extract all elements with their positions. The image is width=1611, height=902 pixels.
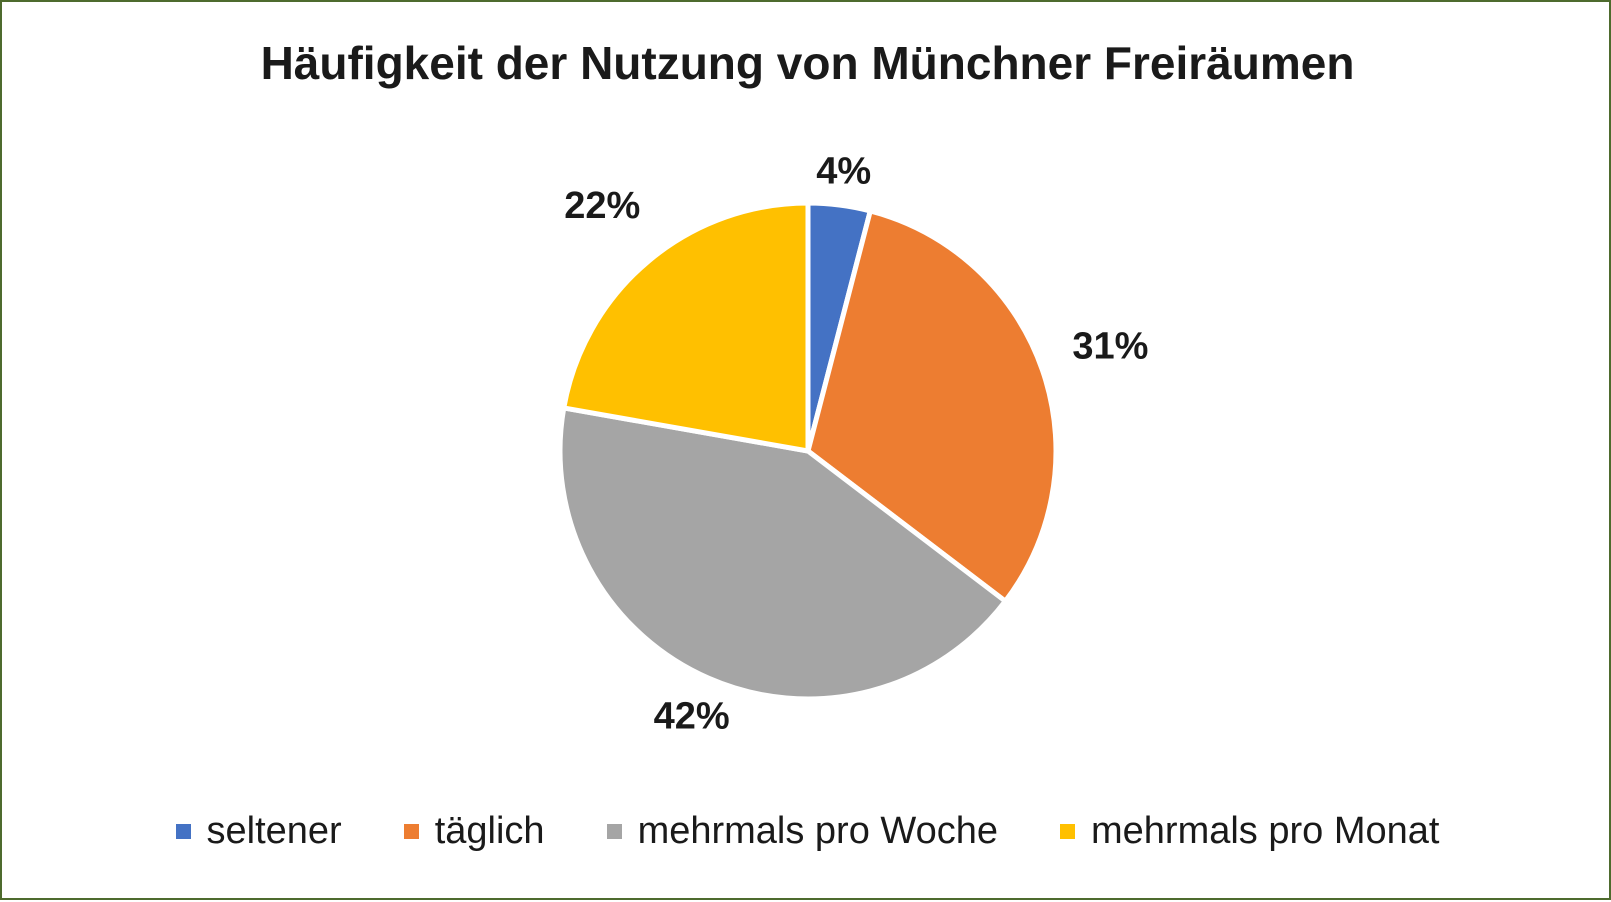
legend-label: mehrmals pro Woche xyxy=(637,810,998,852)
legend-item-1: seltener xyxy=(175,810,342,853)
legend-label: mehrmals pro Monat xyxy=(1091,810,1440,852)
legend-label: seltener xyxy=(206,810,342,852)
legend-item-2: täglich xyxy=(403,810,545,853)
legend-swatch xyxy=(403,824,419,839)
chart-title: Häufigkeit der Nutzung von Münchner Frei… xyxy=(260,37,1355,89)
data-label-3: 42% xyxy=(654,696,730,738)
pie-slice-3 xyxy=(557,405,1008,702)
legend-swatch xyxy=(606,824,622,839)
legend: seltener täglich mehrmals pro Woche mehrmal… xyxy=(2,810,1611,853)
data-label-2: 31% xyxy=(1072,325,1148,367)
data-label-4: 22% xyxy=(564,185,640,227)
legend-item-4: mehrmals pro Monat xyxy=(1060,810,1439,853)
legend-label: täglich xyxy=(434,810,545,852)
data-label-1: 4% xyxy=(816,150,871,192)
pie-slice-2 xyxy=(805,208,1059,604)
legend-swatch xyxy=(175,824,191,839)
legend-item-3: mehrmals pro Woche xyxy=(606,810,998,853)
pie-slice-4 xyxy=(561,200,811,454)
legend-swatch xyxy=(1060,824,1075,839)
